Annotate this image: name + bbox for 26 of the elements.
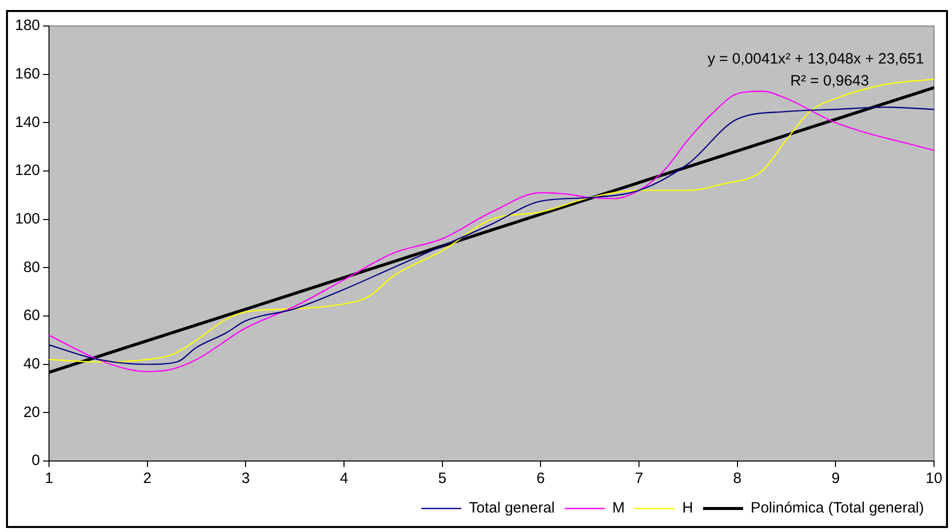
y-tick-label: 160 (14, 65, 40, 82)
x-tick-label: 3 (242, 470, 250, 488)
legend-label: Polinómica (Total general) (750, 500, 924, 517)
x-tick-label: 10 (926, 470, 942, 488)
y-tick-label: 120 (14, 162, 40, 180)
x-tick-label: 7 (634, 470, 644, 488)
x-tick-label: 2 (143, 470, 152, 488)
legend-label: M (612, 500, 625, 517)
y-tick-label: 60 (23, 307, 40, 324)
x-tick-label: 4 (340, 470, 348, 488)
x-tick-label: 1 (44, 470, 54, 488)
y-tick-label: 180 (14, 17, 40, 34)
annotation: y = 0,0041x² + 13,048x + 23,651 (708, 50, 924, 68)
y-tick-label: 20 (23, 404, 40, 421)
x-tick-label: 8 (733, 470, 742, 488)
x-tick-label: 6 (536, 470, 545, 488)
y-tick-label: 40 (23, 355, 40, 372)
annotation: R² = 0,9643 (790, 72, 869, 90)
y-tick-label: 140 (14, 114, 40, 131)
legend-label: Total general (468, 500, 555, 517)
legend-label: H (682, 500, 694, 517)
y-tick-label: 100 (14, 210, 40, 228)
y-tick-label: 80 (23, 258, 40, 276)
x-tick-label: 9 (832, 470, 840, 488)
y-tick-label: 0 (32, 452, 40, 470)
x-tick-label: 5 (438, 470, 447, 488)
